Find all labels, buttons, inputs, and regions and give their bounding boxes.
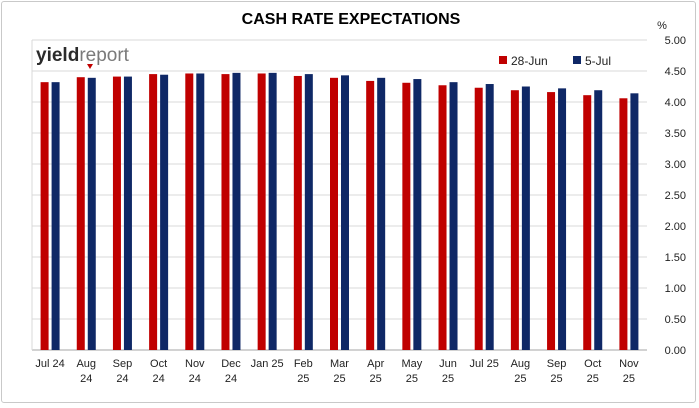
y-tick-label: 4.50: [665, 66, 686, 78]
y-tick-label: 1.50: [665, 252, 686, 264]
legend-swatch: [573, 56, 581, 64]
x-tick-label: Jan 25: [251, 358, 284, 370]
x-tick-label: Nov 25: [619, 358, 639, 385]
x-tick-label: Jul 25: [470, 358, 499, 370]
bar-5-Jul: [268, 72, 277, 351]
bar-28-Jun: [619, 98, 628, 350]
bar-28-Jun: [221, 74, 230, 350]
legend: 28-Jun 5-Jul: [499, 54, 611, 68]
bar-5-Jul: [196, 73, 205, 350]
logo-report-text: report: [79, 45, 129, 66]
chart-title: CASH RATE EXPECTATIONS: [242, 11, 461, 28]
yieldreport-logo: yieldreport: [36, 45, 130, 69]
bar-28-Jun: [149, 74, 158, 350]
y-tick-label: 1.00: [665, 283, 686, 295]
legend-label: 5-Jul: [585, 54, 611, 68]
x-tick-label: Aug 25: [511, 358, 531, 385]
bar-28-Jun: [366, 80, 375, 351]
bar-5-Jul: [51, 82, 60, 350]
y-tick-label: 2.50: [665, 190, 686, 202]
y-tick-label: 2.00: [665, 221, 686, 233]
logo-accent-triangle: [87, 64, 93, 69]
y-axis-ticks: 0.00 0.50 1.00 1.50 2.00 2.50 3.00 3.50 4.00 4.50…: [665, 35, 686, 357]
gridlines: [31, 39, 647, 351]
x-tick-label: Mar 25: [330, 358, 349, 385]
logo-yield-text: yield: [36, 45, 79, 66]
bar-28-Jun: [510, 90, 519, 350]
bar-5-Jul: [87, 77, 96, 350]
bar-5-Jul: [521, 86, 530, 350]
x-tick-label: Apr 25: [367, 358, 384, 385]
bar-28-Jun: [438, 85, 447, 350]
bar-5-Jul: [558, 88, 567, 351]
bar-5-Jul: [232, 72, 241, 351]
bar-5-Jul: [630, 93, 639, 350]
bar-28-Jun: [583, 95, 592, 351]
y-tick-label: 5.00: [665, 35, 686, 47]
bar-5-Jul: [413, 79, 422, 350]
x-tick-label: Oct 25: [584, 358, 601, 385]
chart-frame: CASH RATE EXPECTATIONS % 0.00 0.50 1.00 1.5…: [1, 1, 696, 403]
bar-28-Jun: [293, 75, 302, 351]
bar-28-Jun: [547, 92, 556, 350]
bar-28-Jun: [185, 73, 194, 350]
y-tick-label: 0.00: [665, 345, 686, 357]
x-tick-label: Feb 25: [294, 358, 313, 385]
x-tick-label: Aug 24: [76, 358, 96, 385]
bar-28-Jun: [76, 77, 85, 350]
x-tick-label: Sep 25: [547, 358, 567, 385]
bar-5-Jul: [449, 82, 458, 350]
y-tick-label: 3.50: [665, 128, 686, 140]
y-tick-label: 3.00: [665, 159, 686, 171]
bar-5-Jul: [377, 77, 386, 350]
y-axis-label: %: [657, 20, 667, 32]
svg-text:yieldreport: yieldreport: [36, 45, 130, 66]
bar-5-Jul: [594, 90, 603, 350]
bar-5-Jul: [341, 75, 349, 350]
x-axis-ticks: Jul 24 Aug 24 Sep 24 Oct 24 Nov 24 Dec 24 Jan 25 Feb…: [35, 358, 639, 385]
y-tick-label: 4.00: [665, 97, 686, 109]
bar-28-Jun: [474, 87, 483, 351]
bar-28-Jun: [330, 77, 338, 350]
x-tick-label: Nov 24: [185, 358, 205, 385]
bar-28-Jun: [40, 82, 49, 350]
x-tick-label: Jun 25: [439, 358, 457, 385]
x-tick-label: Jul 24: [35, 358, 64, 370]
x-tick-label: Dec 24: [221, 358, 241, 385]
y-tick-label: 0.50: [665, 314, 686, 326]
bar-5-Jul: [485, 84, 494, 351]
bar-28-Jun: [257, 73, 266, 350]
bar-5-Jul: [123, 76, 132, 350]
legend-label: 28-Jun: [511, 54, 548, 68]
bar-5-Jul: [304, 74, 313, 350]
x-tick-label: Oct 24: [150, 358, 167, 385]
bar-28-Jun: [402, 82, 411, 350]
bar-5-Jul: [160, 74, 169, 350]
bars: [40, 72, 639, 351]
x-tick-label: Sep 24: [113, 358, 133, 385]
legend-swatch: [499, 56, 507, 64]
bar-28-Jun: [112, 76, 121, 350]
x-tick-label: May 25: [401, 358, 422, 385]
